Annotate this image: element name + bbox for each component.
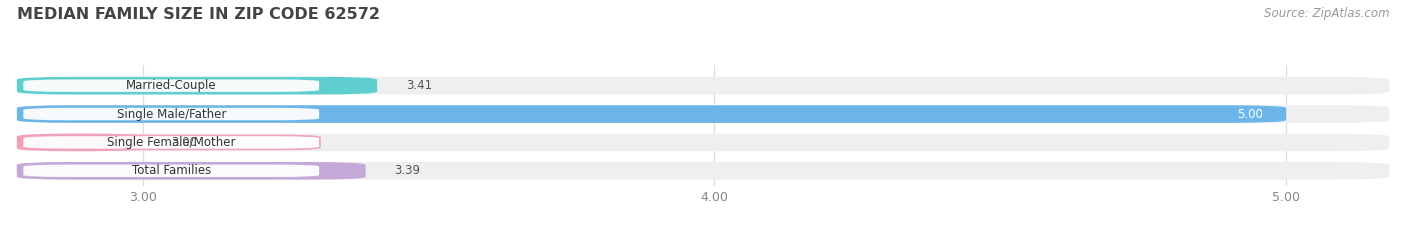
Text: MEDIAN FAMILY SIZE IN ZIP CODE 62572: MEDIAN FAMILY SIZE IN ZIP CODE 62572 xyxy=(17,7,380,22)
FancyBboxPatch shape xyxy=(22,135,321,149)
FancyBboxPatch shape xyxy=(17,77,377,94)
FancyBboxPatch shape xyxy=(17,134,142,151)
FancyBboxPatch shape xyxy=(17,77,1389,94)
Text: 3.39: 3.39 xyxy=(394,164,420,177)
Text: 3.00: 3.00 xyxy=(172,136,197,149)
Text: 3.41: 3.41 xyxy=(406,79,432,92)
FancyBboxPatch shape xyxy=(22,164,321,178)
FancyBboxPatch shape xyxy=(17,134,1389,151)
FancyBboxPatch shape xyxy=(22,107,321,121)
FancyBboxPatch shape xyxy=(17,105,1389,123)
FancyBboxPatch shape xyxy=(17,105,1286,123)
Text: Single Male/Father: Single Male/Father xyxy=(117,108,226,120)
Text: Source: ZipAtlas.com: Source: ZipAtlas.com xyxy=(1264,7,1389,20)
FancyBboxPatch shape xyxy=(17,162,366,180)
FancyBboxPatch shape xyxy=(22,79,321,93)
Text: Total Families: Total Families xyxy=(132,164,211,177)
Text: Single Female/Mother: Single Female/Mother xyxy=(107,136,235,149)
Text: Married-Couple: Married-Couple xyxy=(127,79,217,92)
FancyBboxPatch shape xyxy=(17,162,1389,180)
Text: 5.00: 5.00 xyxy=(1237,108,1264,120)
